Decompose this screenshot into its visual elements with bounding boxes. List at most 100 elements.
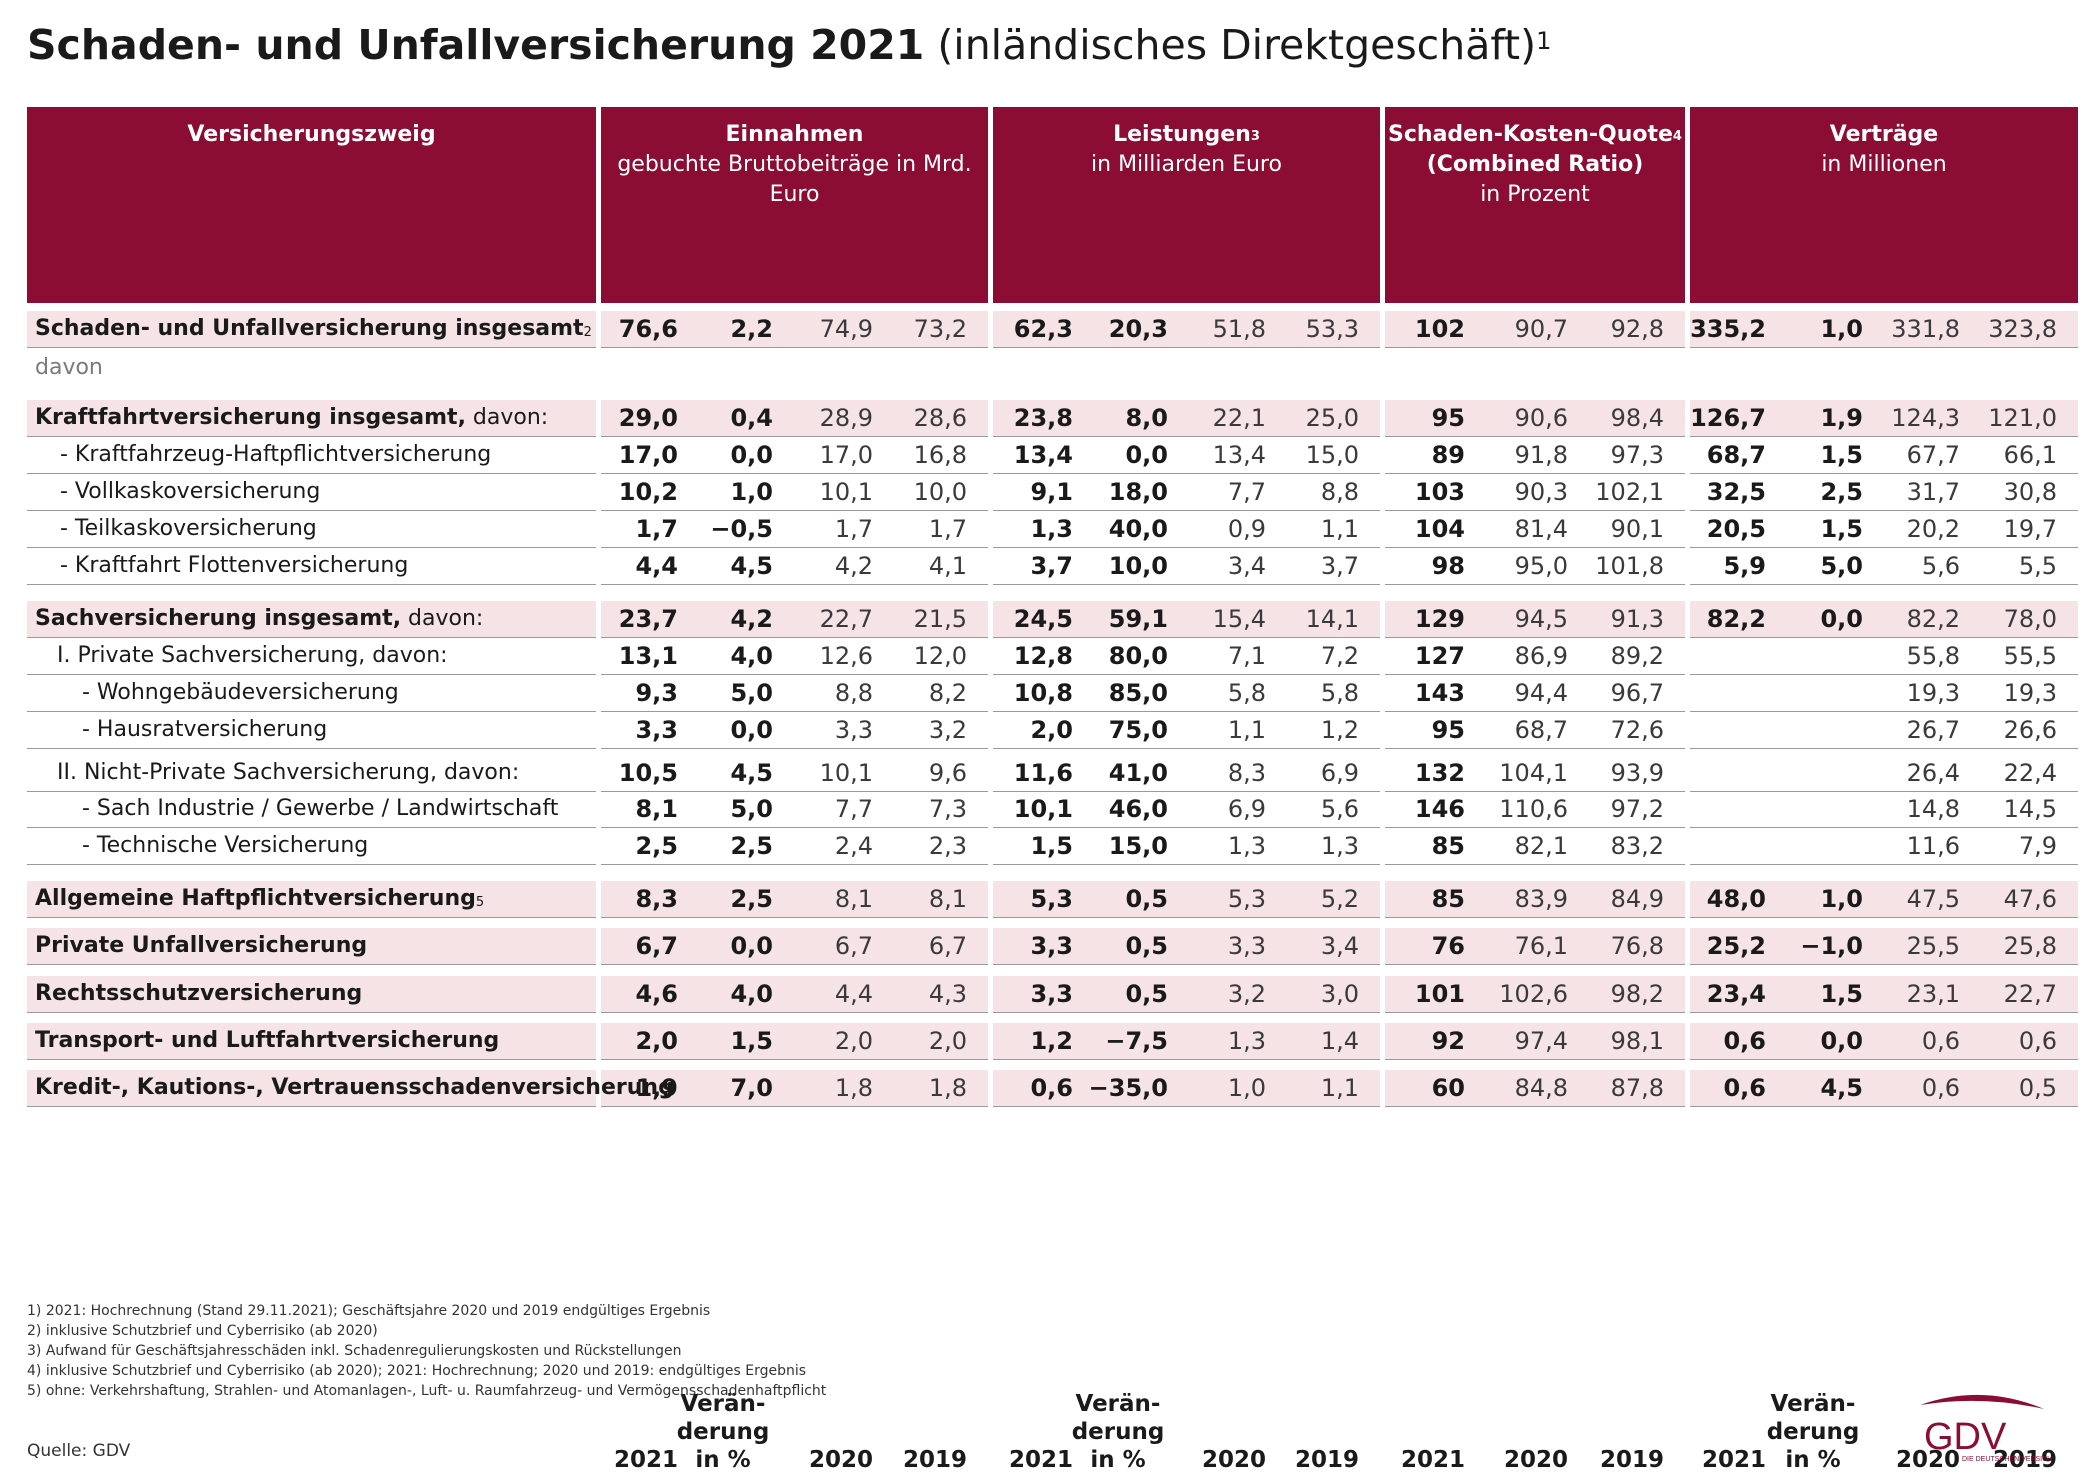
table-cell: 104 xyxy=(1414,515,1465,543)
table-cell: 55,5 xyxy=(2003,642,2057,670)
row-label: Kraftfahrtversicherung insgesamt, davon: xyxy=(35,405,549,430)
table-cell: 1,5 xyxy=(1030,832,1073,860)
table-cell: 4,2 xyxy=(834,552,873,580)
table-cell: 18,0 xyxy=(1108,478,1168,506)
header-group-combined-ratio: Schaden-Kosten-Quote4 (Combined Ratio) i… xyxy=(1385,107,1685,303)
table-cell: 91,3 xyxy=(1610,605,1664,633)
table-cell: 98,1 xyxy=(1610,1027,1664,1055)
table-cell: 2,5 xyxy=(730,885,773,913)
column-group-gap xyxy=(1685,303,1690,1113)
table-cell: 10,0 xyxy=(1108,552,1168,580)
table-cell: 20,3 xyxy=(1108,315,1168,343)
table-cell: 0,0 xyxy=(730,932,773,960)
table-cell: 10,5 xyxy=(618,759,678,787)
column-header-change: Verän-derung in % xyxy=(1071,1391,1165,1473)
table-cell: 22,7 xyxy=(819,605,873,633)
table-cell: 0,0 xyxy=(730,441,773,469)
row-label: Sachversicherung insgesamt, davon: xyxy=(35,606,484,631)
table-cell: 23,7 xyxy=(618,605,678,633)
row-label: - Sach Industrie / Gewerbe / Landwirtsch… xyxy=(82,796,559,821)
row-label: - Teilkaskoversicherung xyxy=(60,516,317,541)
table-cell: 32,5 xyxy=(1706,478,1766,506)
table-cell: 84,9 xyxy=(1610,885,1664,913)
row-label: I. Private Sachversicherung, davon: xyxy=(57,643,448,668)
table-cell: 68,7 xyxy=(1514,716,1568,744)
row-divider xyxy=(27,347,2078,348)
row-divider xyxy=(27,827,2078,828)
table-cell: 19,3 xyxy=(1906,679,1960,707)
column-header-year: 2021 xyxy=(1008,1447,1073,1473)
row-label: - Kraftfahrzeug-Haftpflichtversicherung xyxy=(60,442,492,467)
table-cell: 98,2 xyxy=(1610,980,1664,1008)
footnote: 3) Aufwand für Geschäftsjahresschäden in… xyxy=(27,1343,682,1359)
row-highlight-band xyxy=(27,881,2078,917)
table-cell: 51,8 xyxy=(1212,315,1266,343)
table-cell: 13,4 xyxy=(1212,441,1266,469)
davon-label: davon xyxy=(35,355,103,380)
table-cell: 97,4 xyxy=(1514,1027,1568,1055)
column-header-year: 2020 xyxy=(1201,1447,1266,1473)
table-cell: 13,4 xyxy=(1013,441,1073,469)
table-cell: 1,1 xyxy=(1320,1074,1359,1102)
row-divider xyxy=(27,1012,2078,1013)
table-cell: 10,1 xyxy=(819,759,873,787)
table-cell: 10,0 xyxy=(913,478,967,506)
table-cell: 15,0 xyxy=(1305,441,1359,469)
table-cell: 146 xyxy=(1414,795,1465,823)
table-cell: 124,3 xyxy=(1891,404,1960,432)
table-cell: 82,2 xyxy=(1706,605,1766,633)
table-cell: 95 xyxy=(1431,716,1465,744)
table-cell: 121,0 xyxy=(1988,404,2057,432)
table-cell: 3,0 xyxy=(1320,980,1359,1008)
table-cell: 0,5 xyxy=(2018,1074,2057,1102)
table-cell: 0,6 xyxy=(2018,1027,2057,1055)
table-cell: 83,2 xyxy=(1610,832,1664,860)
table-cell: 93,9 xyxy=(1610,759,1664,787)
table-cell: 25,2 xyxy=(1706,932,1766,960)
table-cell: 98 xyxy=(1431,552,1465,580)
header-group-einnahmen: Einnahmen gebuchte Bruttobeiträge in Mrd… xyxy=(601,107,988,303)
table-cell: 78,0 xyxy=(2003,605,2057,633)
row-divider xyxy=(27,473,2078,474)
table-cell: 92,8 xyxy=(1610,315,1664,343)
table-cell: 89 xyxy=(1431,441,1465,469)
row-label: - Hausratversicherung xyxy=(82,717,328,742)
table-cell: 1,0 xyxy=(1227,1074,1266,1102)
table-cell: 97,3 xyxy=(1610,441,1664,469)
table-cell: 2,5 xyxy=(635,832,678,860)
table-cell: 76,8 xyxy=(1610,932,1664,960)
page-title: Schaden- und Unfallversicherung 2021 (in… xyxy=(27,20,1551,70)
table-cell: 13,1 xyxy=(618,642,678,670)
table-cell: 127 xyxy=(1414,642,1465,670)
table-cell: 1,7 xyxy=(834,515,873,543)
footnote: 2) inklusive Schutzbrief und Cyberrisiko… xyxy=(27,1323,378,1339)
table-cell: 3,2 xyxy=(928,716,967,744)
table-cell: 22,7 xyxy=(2003,980,2057,1008)
table-cell: 12,6 xyxy=(819,642,873,670)
table-cell: 73,2 xyxy=(913,315,967,343)
table-cell: 48,0 xyxy=(1706,885,1766,913)
table-cell: 67,7 xyxy=(1906,441,1960,469)
row-divider xyxy=(27,1106,2078,1107)
table-cell: 6,7 xyxy=(928,932,967,960)
table-cell: 1,2 xyxy=(1030,1027,1073,1055)
table-cell: 90,3 xyxy=(1514,478,1568,506)
table-cell: 0,6 xyxy=(1030,1074,1073,1102)
table-cell: 1,0 xyxy=(1820,885,1863,913)
table-cell: 5,9 xyxy=(1723,552,1766,580)
row-divider xyxy=(27,791,2078,792)
footnote: 4) inklusive Schutzbrief und Cyberrisiko… xyxy=(27,1363,807,1379)
row-divider xyxy=(27,711,2078,712)
table-cell: 91,8 xyxy=(1514,441,1568,469)
table-cell: 3,3 xyxy=(635,716,678,744)
table-cell: 7,7 xyxy=(1227,478,1266,506)
table-cell: 0,6 xyxy=(1921,1074,1960,1102)
table-cell: 76,1 xyxy=(1514,932,1568,960)
table-cell: 4,3 xyxy=(928,980,967,1008)
table-cell: 1,4 xyxy=(1320,1027,1359,1055)
table-cell: 3,3 xyxy=(834,716,873,744)
table-cell: 47,6 xyxy=(2003,885,2057,913)
table-cell: 1,1 xyxy=(1227,716,1266,744)
table-cell: 3,4 xyxy=(1227,552,1266,580)
table-cell: 31,7 xyxy=(1906,478,1960,506)
